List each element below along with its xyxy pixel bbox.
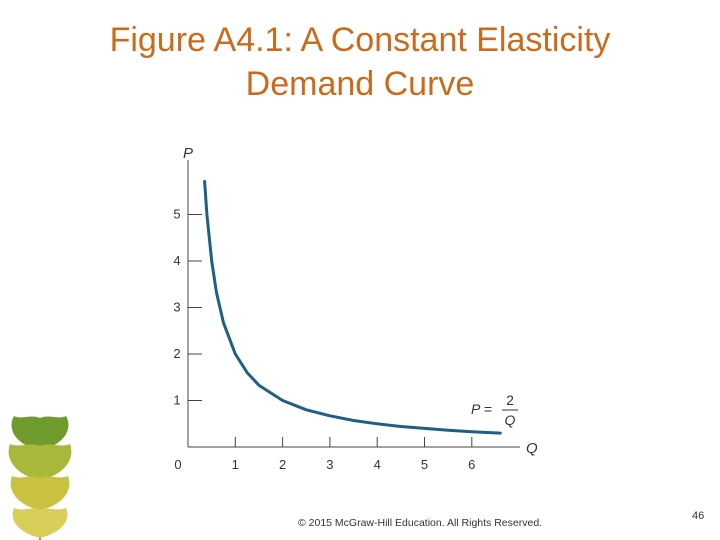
slide-number: 46 — [692, 510, 705, 522]
equation-denominator: Q — [505, 412, 516, 428]
slide-title-line-1: Figure A4.1: A Constant Elasticity — [109, 21, 611, 59]
slide-title-line-2: Demand Curve — [245, 65, 475, 103]
equation-lhs: P = — [471, 401, 492, 417]
equation-numerator: 2 — [506, 392, 514, 408]
y-tick-label: 5 — [173, 207, 180, 222]
x-tick-label: 6 — [468, 457, 475, 472]
ginkgo-leaves-decoration — [8, 416, 72, 540]
copyright-footer: © 2015 McGraw-Hill Education. All Rights… — [298, 517, 543, 529]
ginkgo-leaf-3 — [10, 476, 70, 510]
x-tick-label: 3 — [326, 457, 333, 472]
x-axis-label: Q — [526, 440, 538, 457]
x-tick-label: 5 — [421, 457, 428, 472]
y-tick-label: 4 — [173, 253, 180, 268]
x-tick-label: 1 — [232, 457, 239, 472]
y-tick-label: 2 — [173, 346, 180, 361]
origin-label: 0 — [174, 457, 181, 472]
ginkgo-leaf-1 — [11, 416, 69, 450]
y-axis-label: P — [183, 145, 193, 162]
x-tick-label: 2 — [279, 457, 286, 472]
axes — [187, 160, 520, 448]
x-ticks: 1 2 3 4 5 6 — [232, 437, 475, 472]
y-ticks: 1 2 3 4 5 — [173, 207, 202, 408]
y-tick-label: 3 — [173, 300, 180, 315]
curve-equation-label: P = 2 Q — [471, 392, 518, 428]
y-tick-label: 1 — [173, 393, 180, 408]
x-tick-label: 4 — [374, 457, 381, 472]
slide-title: Figure A4.1: A Constant Elasticity Deman… — [0, 18, 720, 106]
demand-curve-line — [203, 180, 502, 435]
ginkgo-leaf-2 — [8, 444, 72, 480]
ginkgo-leaf-4 — [12, 508, 68, 538]
